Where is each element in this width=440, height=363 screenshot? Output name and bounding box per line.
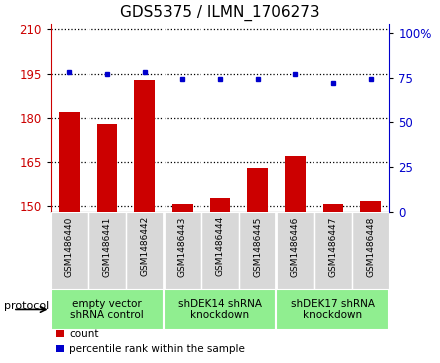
Text: GSM1486445: GSM1486445: [253, 216, 262, 277]
Text: GSM1486444: GSM1486444: [216, 216, 224, 276]
Text: protocol: protocol: [4, 301, 50, 311]
Bar: [51, 212, 88, 289]
Text: empty vector
shRNA control: empty vector shRNA control: [70, 299, 144, 320]
Bar: [360, 200, 381, 212]
Text: GSM1486447: GSM1486447: [328, 216, 337, 277]
Bar: [134, 79, 155, 212]
Bar: [172, 204, 193, 212]
Bar: [276, 212, 314, 289]
Bar: [209, 197, 231, 212]
Text: GSM1486442: GSM1486442: [140, 216, 149, 276]
Bar: [88, 212, 126, 289]
Legend: count, percentile rank within the sample: count, percentile rank within the sample: [56, 329, 245, 354]
Bar: [97, 124, 117, 212]
Bar: [323, 204, 343, 212]
Bar: [51, 289, 164, 330]
Bar: [201, 212, 239, 289]
Bar: [352, 212, 389, 289]
Text: shDEK17 shRNA
knockdown: shDEK17 shRNA knockdown: [291, 299, 375, 320]
Bar: [314, 212, 352, 289]
Bar: [247, 168, 268, 212]
Bar: [164, 289, 276, 330]
Text: GSM1486448: GSM1486448: [366, 216, 375, 277]
Text: shDEK14 shRNA
knockdown: shDEK14 shRNA knockdown: [178, 299, 262, 320]
Text: GSM1486446: GSM1486446: [291, 216, 300, 277]
Bar: [164, 212, 201, 289]
Bar: [285, 156, 306, 212]
Text: GSM1486443: GSM1486443: [178, 216, 187, 277]
Bar: [276, 289, 389, 330]
Bar: [126, 212, 164, 289]
Text: GSM1486441: GSM1486441: [103, 216, 112, 277]
Bar: [59, 112, 80, 212]
Text: GSM1486440: GSM1486440: [65, 216, 74, 277]
Bar: [239, 212, 276, 289]
Title: GDS5375 / ILMN_1706273: GDS5375 / ILMN_1706273: [120, 5, 320, 21]
